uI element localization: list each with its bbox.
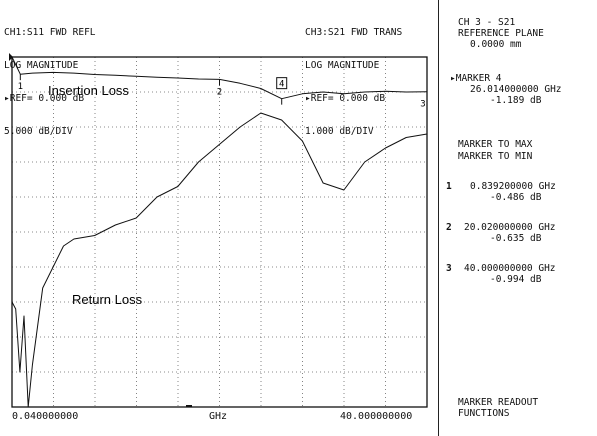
ch1-header-line: 5.000 dB/DIV xyxy=(4,126,73,137)
marker-number: 1 xyxy=(446,181,452,192)
reference-arrow-icon xyxy=(9,53,13,61)
ch3-header-line: 1.000 dB/DIV xyxy=(305,126,374,137)
marker-3-label: 3 xyxy=(420,100,425,110)
marker-readout-functions-label: FUNCTIONS xyxy=(458,408,510,419)
active-marker-freq: 26.014000000 GHz xyxy=(470,84,562,95)
return-loss-trace xyxy=(11,112,428,408)
ch1-header-line: CH1:S11 FWD REFL xyxy=(4,27,96,38)
marker-freq: 0.839200000 GHz xyxy=(470,181,556,192)
ch3-header: CH3:S21 FWD TRANS LOG MAGNITUDE ▸REF= 0.… xyxy=(305,5,402,148)
marker-layer: 1 2 4 3 xyxy=(18,74,428,110)
marker-1-label: 1 xyxy=(18,82,23,92)
panel-title: CH 3 - S21 xyxy=(458,17,516,28)
marker-to-max-button[interactable]: MARKER TO MAX xyxy=(458,139,533,150)
active-marker-label: ▸MARKER 4 xyxy=(450,73,502,84)
ch3-header-line: ▸REF= 0.000 dB xyxy=(305,93,386,104)
marker-value: -0.635 dB xyxy=(490,233,542,244)
plot-grid xyxy=(12,57,427,407)
marker-panel: CH 3 - S21 REFERENCE PLANE 0.0000 mm ▸MA… xyxy=(444,0,594,436)
marker-freq: 20.020000000 GHz xyxy=(464,222,556,233)
insertion-loss-label: Insertion Loss xyxy=(48,83,129,98)
active-marker-box xyxy=(276,77,288,90)
traces xyxy=(11,56,428,408)
x-start-label: 0.040000000 xyxy=(12,411,79,422)
marker-value: -0.994 dB xyxy=(490,274,542,285)
panel-subtitle: REFERENCE PLANE xyxy=(458,28,544,39)
ch3-header-line: LOG MAGNITUDE xyxy=(305,60,380,71)
marker-value: -0.486 dB xyxy=(490,192,542,203)
vna-plot: 1 2 4 3 Insertion Loss Return Loss xyxy=(9,53,428,408)
x-stop-label: 40.000000000 xyxy=(340,411,413,422)
x-unit-label: GHz xyxy=(209,411,228,422)
ch1-header-line: ▸REF= 0.000 dB xyxy=(4,93,85,104)
marker-number: 2 xyxy=(446,222,452,233)
ch3-header-line: CH3:S21 FWD TRANS xyxy=(305,27,403,38)
active-marker-value: -1.189 dB xyxy=(490,95,542,106)
return-loss-label: Return Loss xyxy=(72,292,143,307)
plot-frame xyxy=(11,56,428,408)
insertion-loss-trace xyxy=(11,56,428,100)
panel-divider xyxy=(438,0,439,436)
reference-plane-value: 0.0000 mm xyxy=(470,39,522,50)
marker-readout-functions-button[interactable]: MARKER READOUT xyxy=(458,397,539,408)
marker-4-label: 4 xyxy=(279,80,284,90)
marker-to-min-button[interactable]: MARKER TO MIN xyxy=(458,151,533,162)
marker-number: 3 xyxy=(446,263,452,274)
marker-freq: 40.000000000 GHz xyxy=(464,263,556,274)
marker-2-label: 2 xyxy=(217,87,222,97)
